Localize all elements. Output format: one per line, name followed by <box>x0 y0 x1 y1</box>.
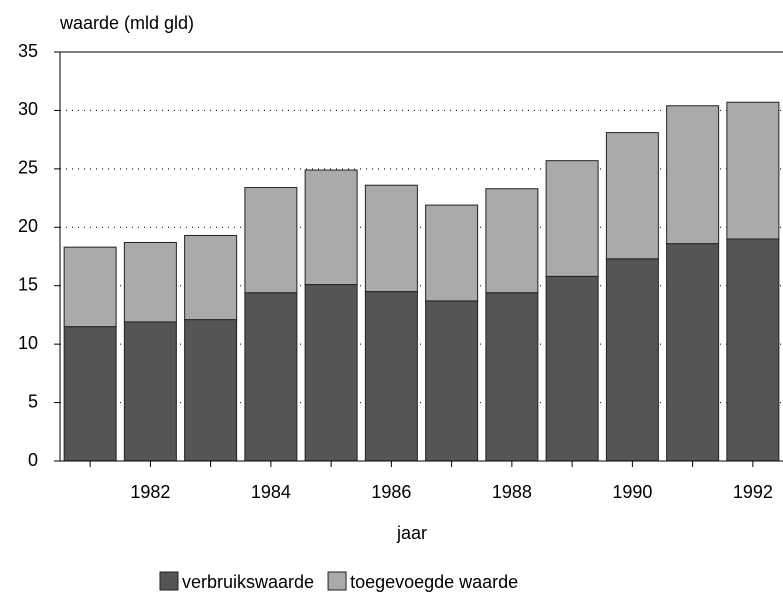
x-tick-label: 1984 <box>251 482 291 502</box>
y-tick-label: 5 <box>28 391 38 411</box>
bar-segment <box>666 105 720 245</box>
y-tick-label: 25 <box>18 158 38 178</box>
bar-segment <box>304 284 358 462</box>
bar-segment <box>605 258 659 462</box>
x-tick-label: 1992 <box>733 482 773 502</box>
y-tick-label: 10 <box>18 333 38 353</box>
x-tick-label: 1988 <box>492 482 532 502</box>
y-tick-label: 35 <box>18 41 38 61</box>
bar-segment <box>123 241 177 323</box>
bar-segment <box>425 300 479 462</box>
bar-segment <box>545 160 599 277</box>
legend-label: toegevoegde waarde <box>350 572 518 592</box>
y-tick-label: 0 <box>28 450 38 470</box>
legend-label: verbruikswaarde <box>182 572 314 592</box>
bar-segment <box>364 184 418 293</box>
bar-segment <box>184 234 238 321</box>
y-tick-label: 30 <box>18 99 38 119</box>
bar-segment <box>545 275 599 462</box>
bar-segment <box>364 291 418 462</box>
y-tick-label: 20 <box>18 216 38 236</box>
x-tick-label: 1990 <box>612 482 652 502</box>
bar-segment <box>123 321 177 462</box>
bar-segment <box>425 204 479 302</box>
y-axis-label: waarde (mld gld) <box>59 13 194 33</box>
bar-segment <box>726 101 780 240</box>
bar-segment <box>485 292 539 462</box>
bar-segment <box>304 169 358 286</box>
bar-segment <box>244 187 298 294</box>
bar-segment <box>605 132 659 260</box>
bar-segment <box>485 188 539 294</box>
legend-swatch <box>327 571 347 591</box>
bar-segment <box>63 246 117 328</box>
x-tick-label: 1986 <box>371 482 411 502</box>
x-axis-label: jaar <box>396 523 427 543</box>
x-tick-label: 1982 <box>130 482 170 502</box>
y-tick-label: 15 <box>18 274 38 294</box>
bar-segment <box>184 319 238 462</box>
bar-segment <box>244 292 298 462</box>
bar-segment <box>726 238 780 462</box>
legend-swatch <box>159 571 179 591</box>
bar-segment <box>63 326 117 462</box>
bar-segment <box>666 243 720 462</box>
